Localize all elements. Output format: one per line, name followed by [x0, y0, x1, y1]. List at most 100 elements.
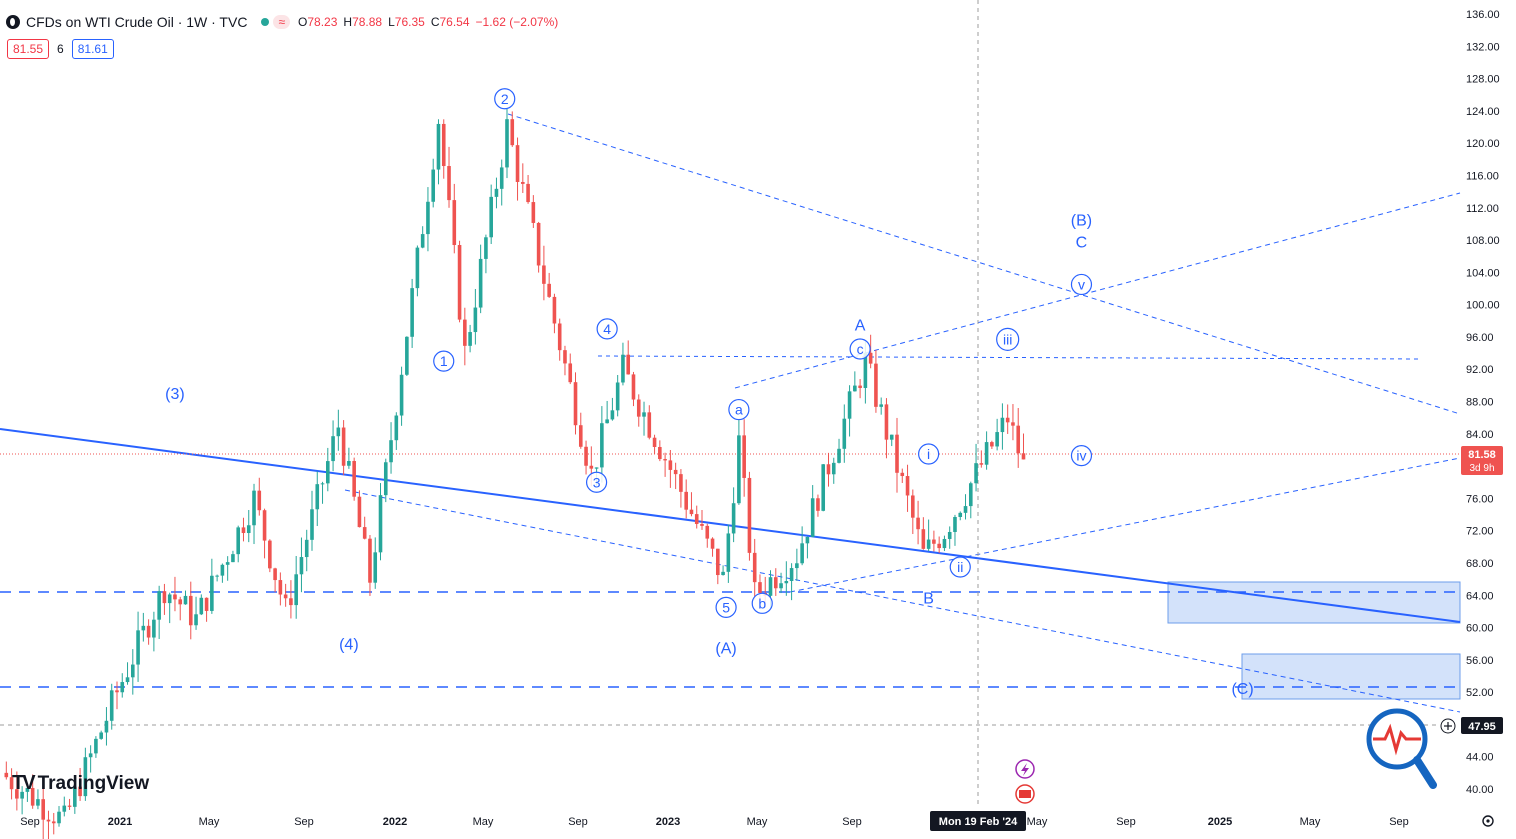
- candle-body: [410, 288, 414, 337]
- settings-icon[interactable]: [1482, 815, 1494, 827]
- candle-body: [262, 510, 267, 541]
- wave-label[interactable]: v: [1070, 273, 1093, 296]
- candle-body: [716, 548, 720, 576]
- time-axis[interactable]: Sep 2021 May Sep 2022 May Sep 2023 May Sep May Sep 2…: [20, 816, 1409, 828]
- candle-body: [246, 525, 251, 534]
- candle-body: [947, 531, 952, 539]
- wave-label[interactable]: c: [849, 338, 871, 360]
- candle-body: [626, 354, 631, 375]
- candle-body: [394, 415, 399, 441]
- candle-body: [984, 442, 989, 465]
- upper-channel-line[interactable]: [507, 113, 1461, 415]
- candle-body: [658, 446, 662, 460]
- events-icons[interactable]: [1015, 759, 1035, 804]
- wave-label[interactable]: ii: [949, 556, 971, 578]
- wave-label[interactable]: C: [1076, 234, 1088, 251]
- tradingview-logo[interactable]: TV TradingView: [12, 772, 149, 795]
- wave-label[interactable]: (3): [165, 386, 185, 403]
- time-tick-label: May: [747, 816, 768, 828]
- candle-body: [283, 594, 288, 599]
- time-tick-label: Sep: [568, 816, 588, 828]
- wave-label[interactable]: (C): [1231, 681, 1253, 698]
- candle-body: [600, 423, 604, 468]
- buy-price-button[interactable]: 81.61: [71, 39, 114, 59]
- candle-body: [136, 630, 140, 665]
- price-tick-label: 64.00: [1466, 590, 1494, 602]
- svg-text:(C): (C): [1231, 681, 1253, 698]
- lightning-icon: [1021, 763, 1029, 776]
- svg-text:a: a: [735, 402, 743, 418]
- candle-body: [805, 536, 810, 544]
- candle-body: [1005, 417, 1010, 423]
- wave-label[interactable]: B: [923, 590, 934, 607]
- rising-channel-upper[interactable]: [734, 192, 1461, 389]
- svg-text:i: i: [927, 446, 930, 462]
- candle-body: [1021, 453, 1026, 460]
- wave-label[interactable]: a: [728, 398, 750, 421]
- symbol-title[interactable]: CFDs on WTI Crude Oil · 1W · TVC: [26, 14, 248, 30]
- candle-body: [605, 419, 609, 424]
- candle-body: [974, 463, 978, 484]
- candle-body: [642, 412, 646, 417]
- candle-body: [4, 772, 9, 778]
- wave-label[interactable]: 5: [715, 596, 737, 618]
- wave-label[interactable]: (B): [1071, 213, 1092, 230]
- price-tick-label: 88.00: [1466, 397, 1494, 409]
- tradingview-logo-text: TradingView: [37, 772, 150, 794]
- symbol-logo-icon: [6, 15, 20, 29]
- candle-body: [700, 523, 704, 526]
- price-tick-label: 52.00: [1466, 687, 1494, 699]
- candle-body: [779, 583, 783, 589]
- rising-channel-lower[interactable]: [789, 457, 1461, 593]
- time-tick-label: Sep: [294, 816, 314, 828]
- resistance-level-93[interactable]: [597, 355, 1421, 360]
- spread-value: 6: [57, 42, 64, 56]
- candle-body: [868, 352, 873, 364]
- wave-label[interactable]: 2: [494, 88, 516, 110]
- candle-body: [926, 539, 931, 549]
- candle-body: [879, 404, 883, 407]
- svg-text:iii: iii: [1003, 331, 1012, 347]
- wave-label[interactable]: 4: [596, 318, 618, 340]
- add-alert-button[interactable]: [1440, 718, 1456, 734]
- candle-body: [584, 446, 588, 466]
- candle-body: [383, 462, 388, 496]
- candle-body: [963, 506, 968, 513]
- wave-label[interactable]: b: [751, 592, 773, 614]
- candle-body: [162, 591, 167, 604]
- main-trendline[interactable]: [0, 428, 1461, 623]
- svg-text:iv: iv: [1076, 448, 1086, 464]
- candle-body: [225, 562, 230, 565]
- candle-body: [463, 319, 467, 346]
- candle-body: [336, 427, 341, 437]
- candle-body: [473, 307, 478, 333]
- svg-text:5: 5: [722, 599, 730, 615]
- target-zone-lower[interactable]: [1241, 653, 1461, 700]
- candle-body: [932, 539, 936, 544]
- wave-label[interactable]: i: [918, 443, 940, 465]
- time-tick-label: 2021: [108, 816, 132, 828]
- candle-body: [721, 571, 725, 576]
- candle-body: [188, 595, 193, 626]
- wave-label[interactable]: A: [855, 318, 866, 335]
- wave-label[interactable]: (4): [339, 636, 359, 653]
- wave-label[interactable]: 1: [433, 350, 455, 372]
- wave-label[interactable]: 3: [585, 471, 608, 493]
- candle-body: [294, 574, 298, 606]
- candle-body: [415, 247, 420, 289]
- candle-body: [204, 597, 209, 611]
- candle-body: [773, 577, 778, 589]
- quote-row: 81.55 6 81.61: [7, 39, 114, 59]
- candle-body: [531, 202, 536, 223]
- wave-label[interactable]: (A): [715, 640, 736, 657]
- lower-channel-line[interactable]: [344, 489, 1461, 713]
- price-axis[interactable]: 136.00 132.00 128.00 124.00 120.00 116.00 112.…: [1466, 9, 1500, 796]
- wave-label[interactable]: iii: [996, 327, 1020, 351]
- sell-price-button[interactable]: 81.55: [7, 39, 50, 59]
- time-tick-label: Sep: [842, 816, 862, 828]
- svg-text:(B): (B): [1071, 213, 1092, 230]
- wave-label[interactable]: iv: [1070, 444, 1093, 467]
- candle-body: [178, 599, 183, 605]
- candle-body: [115, 690, 119, 693]
